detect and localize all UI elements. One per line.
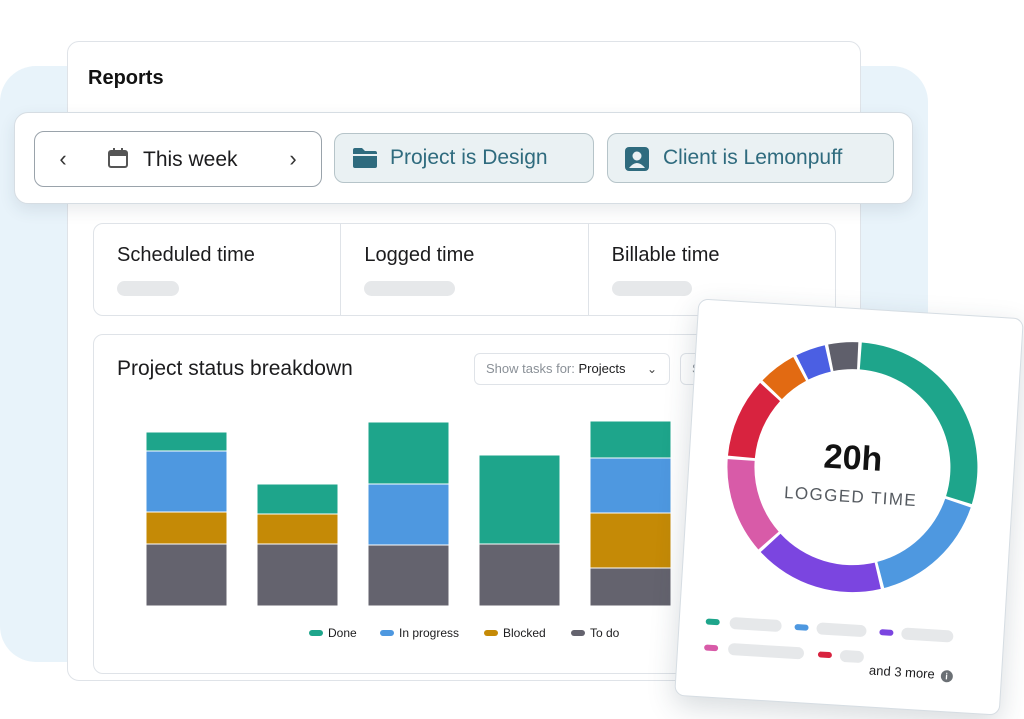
chevron-right-icon[interactable]: › xyxy=(289,146,297,171)
bar-segment-in-progress xyxy=(367,483,450,546)
bar-segment-done xyxy=(367,421,450,485)
donut-slice xyxy=(762,357,807,400)
legend-label: To do xyxy=(590,626,620,640)
show-tasks-value: Projects xyxy=(578,361,626,376)
bar-segment-to-do xyxy=(478,543,561,607)
legend-swatch xyxy=(879,629,894,636)
bar-segment-to-do xyxy=(367,544,450,607)
page-title: Reports xyxy=(88,67,164,89)
folder-icon xyxy=(353,148,377,168)
filter-bar: ‹ This week › Project is Design Client i… xyxy=(14,112,913,204)
legend-swatch xyxy=(380,630,394,636)
chevron-left-icon[interactable]: ‹ xyxy=(59,146,67,171)
date-range-picker[interactable]: ‹ This week › xyxy=(34,131,322,187)
client-filter-chip[interactable]: Client is Lemonpuff xyxy=(607,133,894,183)
donut-slice xyxy=(727,459,779,550)
calendar-icon xyxy=(108,148,128,168)
bar-segment-done xyxy=(145,431,228,452)
legend-swatch xyxy=(309,630,323,636)
donut-slice xyxy=(727,382,781,459)
bar-segment-in-progress xyxy=(145,450,228,513)
chevron-down-icon: ⌄ xyxy=(646,362,657,376)
legend-swatch xyxy=(705,618,720,626)
bar-segment-done xyxy=(256,483,339,515)
info-icon[interactable]: i xyxy=(940,669,953,683)
show-tasks-prefix: Show tasks for: xyxy=(486,361,579,376)
metric-billable-time: Billable time xyxy=(589,224,835,315)
donut-slice xyxy=(828,342,859,371)
metric-label: Billable time xyxy=(611,244,720,266)
date-range-label: This week xyxy=(143,148,238,171)
legend-swatch xyxy=(794,623,809,631)
legend-swatch xyxy=(571,630,585,636)
bar-segment-to-do xyxy=(256,543,339,607)
project-filter-label: Project is Design xyxy=(390,146,548,169)
metric-value-placeholder xyxy=(364,281,456,296)
donut-slice xyxy=(877,498,971,589)
legend-swatch xyxy=(703,644,719,652)
chart-title: Project status breakdown xyxy=(117,357,353,380)
metric-label: Logged time xyxy=(364,244,475,266)
project-filter-chip[interactable]: Project is Design xyxy=(334,133,594,183)
metric-scheduled-time: Scheduled time xyxy=(94,224,342,315)
legend-text-placeholder xyxy=(839,649,865,664)
bar-segment-done xyxy=(478,454,561,545)
bar-segment-to-do xyxy=(145,543,228,607)
bar-segment-blocked xyxy=(256,513,339,545)
legend-swatch xyxy=(484,630,498,636)
metric-logged-time: Logged time xyxy=(341,224,589,315)
donut-chart xyxy=(727,342,978,593)
stacked-bar-chart: Done In progress Blocked To do xyxy=(145,420,672,640)
client-filter-label: Client is Lemonpuff xyxy=(663,146,843,169)
donut-slice xyxy=(859,342,978,505)
donut-slice xyxy=(796,345,831,380)
legend-label: In progress xyxy=(399,626,459,640)
bar-segment-to-do xyxy=(589,567,672,607)
bar-segment-done xyxy=(589,420,672,459)
bar-segment-blocked xyxy=(589,512,672,569)
show-tasks-select[interactable]: Show tasks for: Projects ⌄ xyxy=(474,353,670,385)
legend-label: Blocked xyxy=(503,626,546,640)
metric-label: Scheduled time xyxy=(117,244,255,266)
metric-value-placeholder xyxy=(117,281,179,296)
logged-time-card: 20h LOGGED TIME and 3 more i xyxy=(674,298,1024,716)
donut-slice xyxy=(760,533,881,593)
user-badge-icon xyxy=(625,147,649,171)
bar-segment-in-progress xyxy=(589,457,672,514)
bar-segment-blocked xyxy=(145,511,228,545)
metric-value-placeholder xyxy=(611,281,692,296)
legend-label: Done xyxy=(328,626,357,640)
legend-swatch xyxy=(817,651,833,659)
